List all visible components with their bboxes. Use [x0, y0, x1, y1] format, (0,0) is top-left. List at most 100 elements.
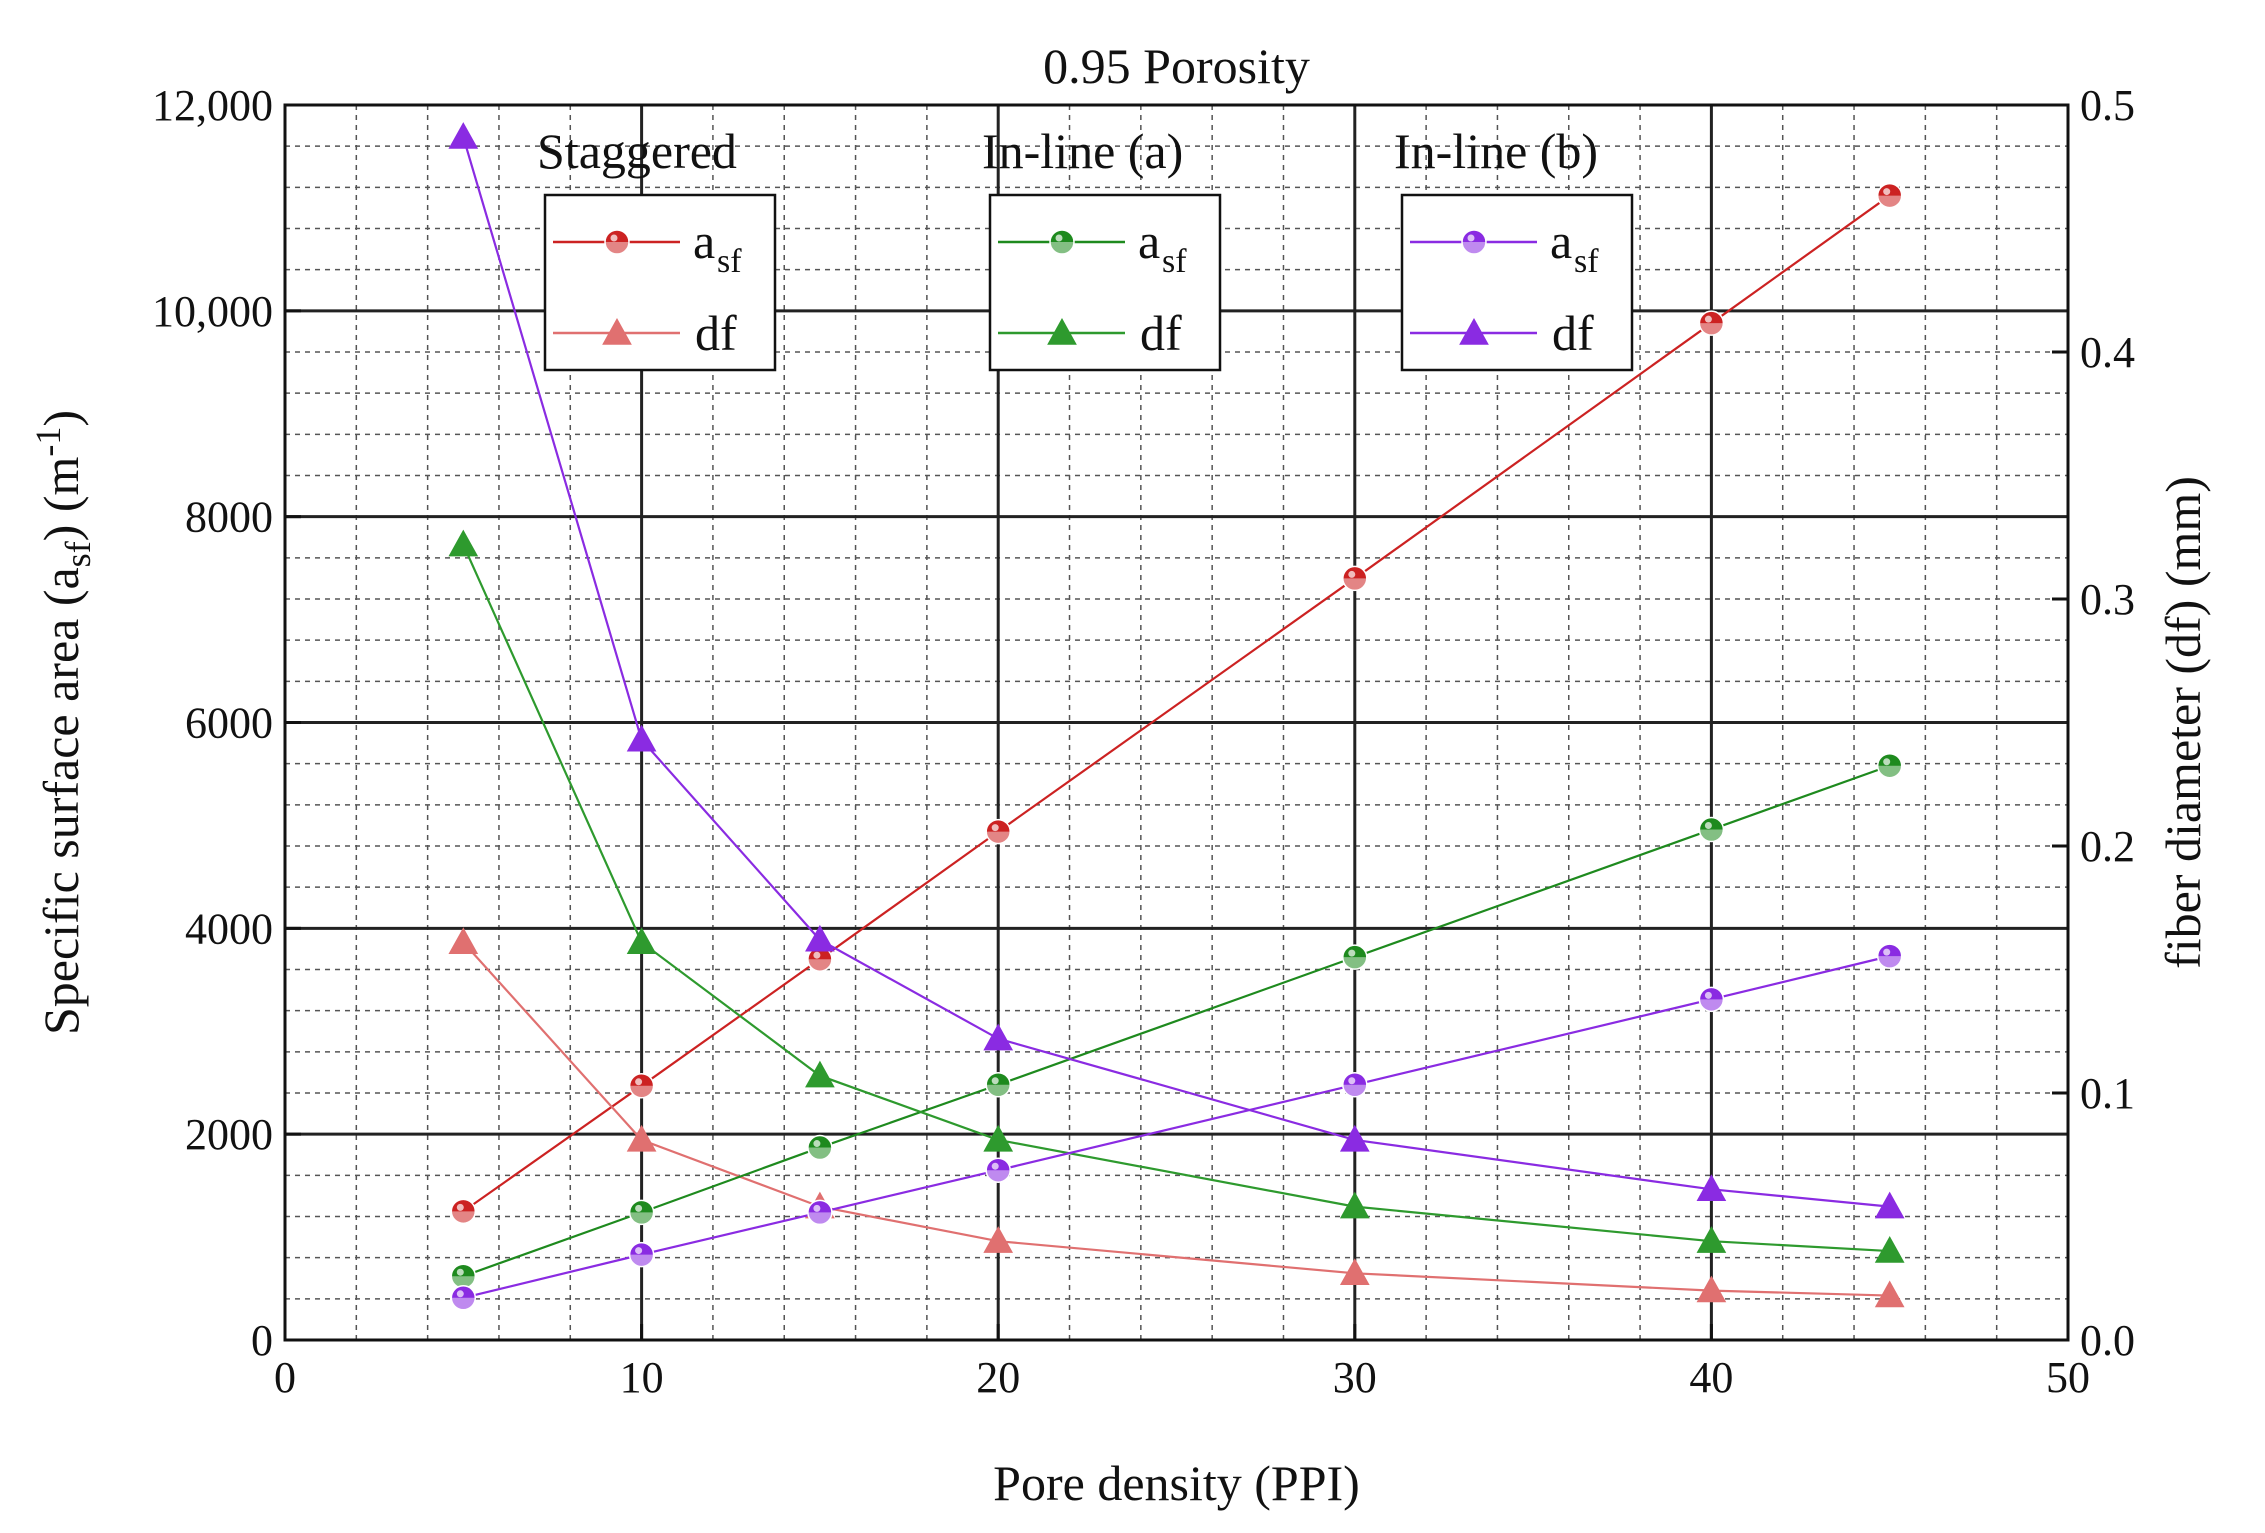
marker-circle-highlight — [456, 1203, 464, 1211]
legend-2-asf-label: a — [1550, 213, 1572, 269]
series-2-asf-point — [1698, 986, 1725, 1013]
marker-circle-highlight — [1348, 949, 1356, 957]
series-1-df-point — [1696, 1226, 1727, 1253]
marker-circle — [985, 1157, 1011, 1183]
marker-circle-highlight — [1704, 991, 1712, 999]
marker-circle-highlight — [813, 951, 821, 959]
marker-circle-highlight — [813, 1204, 821, 1212]
marker-circle-highlight — [610, 234, 618, 242]
series-1-df-point — [983, 1124, 1014, 1152]
legend-2-df-marker — [1459, 317, 1489, 345]
marker-circle-highlight — [456, 1290, 464, 1298]
series-0-asf-point — [1876, 182, 1903, 209]
marker-circle-shade — [1877, 956, 1902, 969]
y-left-title-sub: sf — [58, 541, 98, 567]
legend-1-box — [988, 193, 1222, 372]
series-2-df-point — [448, 122, 479, 149]
series-1-asf-point — [628, 1199, 655, 1226]
axis-ticks — [283, 103, 2070, 1342]
y-left-title-tail: ) (m — [33, 457, 89, 542]
series-2-df-point — [805, 924, 835, 952]
legend-2-box — [1400, 193, 1634, 372]
series-1-asf-point — [1342, 944, 1368, 970]
marker-circle-highlight — [1883, 188, 1891, 196]
marker-circle-shade — [629, 1085, 654, 1098]
series-0-df-point — [1339, 1258, 1370, 1286]
marker-circle — [628, 1241, 655, 1268]
series-2-asf-point — [628, 1241, 655, 1268]
legend-1-asf-label: a — [1138, 213, 1160, 269]
marker-circle — [1876, 943, 1903, 969]
marker-circle-highlight — [813, 1140, 821, 1148]
marker-circle-shade — [807, 959, 832, 972]
marker-circle — [807, 1134, 833, 1161]
series-0-asf-point — [1698, 310, 1725, 336]
marker-circle-highlight — [1704, 315, 1712, 323]
y-right-tick-label: 0.0 — [2080, 1316, 2135, 1365]
marker-circle-highlight — [991, 824, 999, 832]
series-layer — [448, 122, 1905, 1311]
marker-circle-shade — [1699, 999, 1724, 1012]
y-left-title-sup: -1 — [28, 427, 68, 457]
y-right-tick-label: 0.5 — [2080, 81, 2135, 130]
marker-circle-shade — [1342, 957, 1367, 970]
y-left-tick-label: 12,000 — [152, 81, 273, 130]
series-1-df-line — [462, 544, 1890, 1253]
y-right-tick-label: 0.2 — [2080, 822, 2135, 871]
marker-circle-highlight — [1348, 570, 1356, 578]
marker-circle — [807, 1199, 833, 1226]
series-0-asf-point — [985, 818, 1011, 845]
marker-circle-highlight — [1883, 758, 1891, 766]
x-axis-title: Pore density (PPI) — [993, 1455, 1360, 1511]
marker-circle-shade — [1342, 578, 1367, 591]
x-tick-label: 0 — [274, 1353, 296, 1402]
marker-circle-shade — [451, 1297, 476, 1310]
marker-circle-shade — [986, 1084, 1011, 1097]
series-1-df-point — [626, 927, 657, 955]
y-right-tick-label: 0.3 — [2080, 575, 2135, 624]
marker-circle-highlight — [991, 1162, 999, 1170]
series-0-df-line — [462, 941, 1890, 1297]
legend-0-asf-marker — [604, 229, 630, 255]
marker-circle-shade — [986, 1170, 1011, 1183]
series-0-df-point — [1696, 1275, 1727, 1303]
series-1-asf-line — [462, 764, 1891, 1278]
marker-circle-shade — [629, 1212, 654, 1225]
marker-circle-shade — [1342, 1084, 1367, 1097]
marker-circle — [1461, 229, 1487, 255]
marker-circle — [1342, 944, 1368, 970]
series-0-asf-point — [628, 1073, 655, 1099]
marker-circle-highlight — [635, 1204, 643, 1212]
x-tick-label: 40 — [1689, 1353, 1733, 1402]
marker-circle-highlight — [635, 1247, 643, 1255]
marker-circle-highlight — [991, 1077, 999, 1085]
series-2-df-point — [983, 1023, 1014, 1051]
x-tick-label: 50 — [2046, 1353, 2090, 1402]
legend-0-title: Staggered — [537, 123, 737, 179]
y-right-tick-label: 0.4 — [2080, 328, 2135, 377]
marker-circle-shade — [1050, 242, 1074, 254]
marker-circle — [1342, 1072, 1368, 1098]
series-2-asf-point — [1342, 1072, 1368, 1098]
y-left-axis-title: Specific surface area (asf) (m-1) — [28, 410, 98, 1035]
series-1-asf-point — [985, 1072, 1011, 1098]
legend-2-df-label: df — [1552, 305, 1594, 361]
series-1-asf-point — [807, 1134, 833, 1161]
tick-labels: 0 10 20 30 40 50 0 2000 4000 6000 8000 10,000 12,000… — [152, 81, 2135, 1402]
legend-1-title: In-line (a) — [982, 123, 1183, 179]
marker-circle-shade — [605, 242, 629, 254]
marker-circle-shade — [629, 1254, 654, 1267]
series-0-asf-point — [450, 1198, 477, 1225]
series-2-asf-point — [450, 1285, 477, 1311]
marker-circle-highlight — [1883, 948, 1891, 956]
y-right-axis-title: fiber diameter (df) (mm) — [2155, 476, 2211, 969]
series-0-df-point — [626, 1124, 657, 1152]
x-tick-label: 20 — [976, 1353, 1020, 1402]
marker-circle-highlight — [1348, 1077, 1356, 1085]
series-0-df-point — [1874, 1280, 1905, 1308]
series-2-df-point — [626, 724, 657, 752]
series-1-df-point — [805, 1060, 835, 1088]
series-0-asf-point — [807, 946, 833, 972]
